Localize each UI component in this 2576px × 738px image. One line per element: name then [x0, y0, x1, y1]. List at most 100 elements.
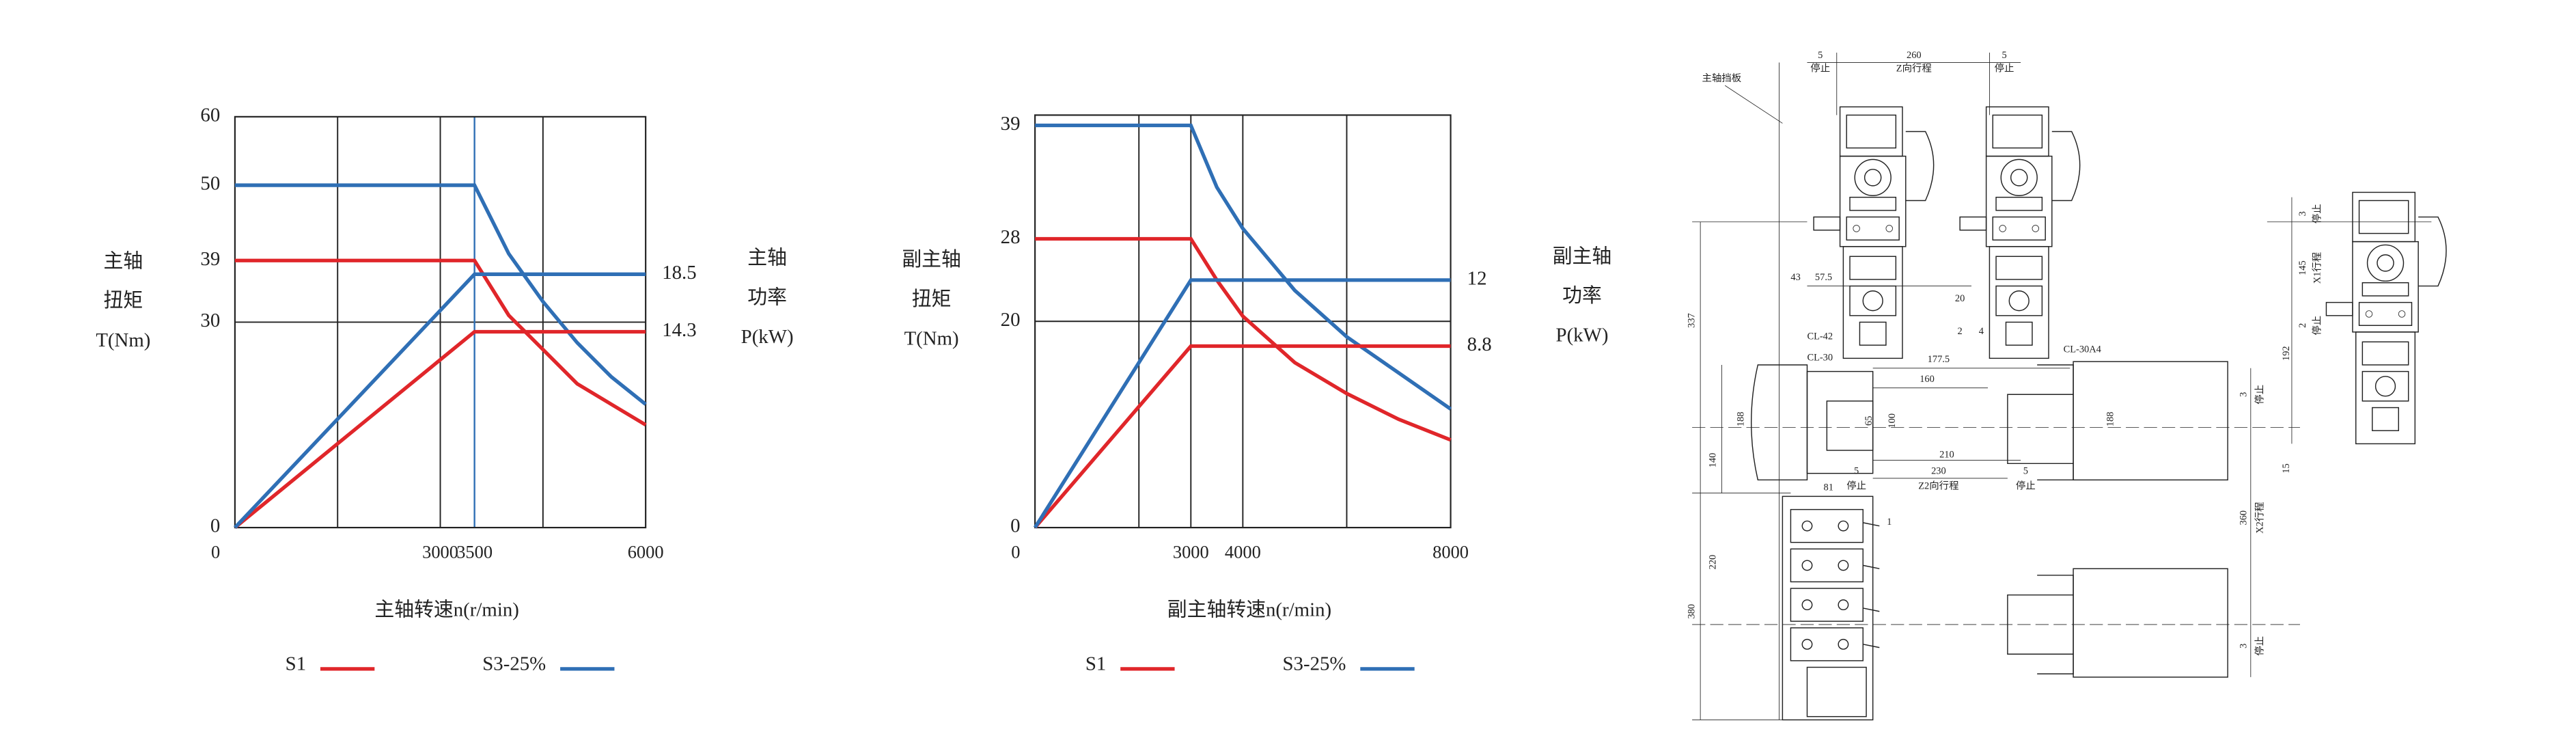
- drawing-label: 3: [2239, 644, 2249, 648]
- x-tick-label: 4000: [1225, 542, 1261, 562]
- y2-tick-label: 18.5: [662, 262, 696, 284]
- y2-axis-label: 主轴: [747, 247, 787, 269]
- y2-tick-label: 12: [1467, 268, 1487, 290]
- bolt: [1801, 520, 1813, 532]
- bolt: [1838, 520, 1849, 532]
- y2-tick-label: 8.8: [1467, 333, 1492, 355]
- drawing-label: 停止: [2312, 316, 2323, 336]
- y-axis-label: 扭矩: [912, 288, 952, 310]
- y-tick-label: 20: [1001, 309, 1021, 331]
- legend-label: S1: [1085, 653, 1106, 675]
- bolt: [1801, 599, 1813, 611]
- y-tick-label: 39: [200, 248, 220, 270]
- drawing-label: 1: [1887, 517, 1892, 528]
- plot-frame: [234, 115, 647, 529]
- drawing-label: 188: [1736, 412, 1747, 427]
- drawing-label: 192: [2281, 346, 2292, 361]
- sub-spindle: [2073, 361, 2228, 481]
- drawing-label: 15: [2281, 463, 2292, 473]
- series-line: [1035, 123, 1452, 411]
- legend-label: S3-25%: [1283, 653, 1346, 675]
- drawing-label: X1行程: [2312, 252, 2323, 284]
- drawing-label: 5: [1854, 466, 1859, 477]
- drawing-label: 43: [1790, 272, 1800, 283]
- drawing-label: 260: [1907, 50, 1922, 61]
- drawing-label: 81: [1824, 482, 1833, 493]
- drawing-label: 177.5: [1928, 354, 1950, 365]
- x-tick-label: 0: [1011, 542, 1020, 562]
- drawing-label: 230: [1931, 466, 1946, 477]
- drawing-labels: 主轴挡板 5 停止 260 Z向行程 5 停止 337 43 57.5 CL-4…: [1686, 50, 2323, 655]
- drawing-label: 5: [2023, 466, 2028, 477]
- drawing-label: 3: [2239, 392, 2249, 397]
- bolt: [1838, 638, 1849, 650]
- drawing-label: 5: [2002, 50, 2006, 61]
- drawing-label: 160: [1920, 374, 1935, 385]
- tools: [1863, 522, 1880, 648]
- plot-frame: [1034, 114, 1452, 529]
- x-tick-label: 3500: [456, 542, 493, 562]
- drawing-label: 145: [2297, 260, 2308, 275]
- drawing-label: 2: [1958, 326, 1963, 337]
- drawing-label: 210: [1939, 450, 1954, 461]
- drawing-label: 337: [1686, 313, 1697, 328]
- y-tick-label: 60: [200, 104, 220, 126]
- y-axis-label: T(Nm): [904, 328, 959, 350]
- x-axis-label: 主轴转速n(r/min): [374, 599, 519, 620]
- y2-axis-label: 功率: [747, 286, 787, 308]
- drawing-label: 停止: [2016, 480, 2036, 491]
- drawing-label: 2: [2297, 323, 2308, 328]
- x-tick-label: 6000: [628, 542, 664, 562]
- drawing-label: 主轴挡板: [1702, 72, 1742, 84]
- y-axis-label: 扭矩: [104, 290, 143, 312]
- tool-holder: [1790, 588, 1864, 622]
- drawing-label: CL-30: [1807, 353, 1833, 364]
- workpiece: [1826, 400, 1874, 451]
- legend-label: S1: [286, 653, 306, 675]
- y2-axis-label: P(kW): [1556, 325, 1609, 346]
- drawing-label: 5: [1818, 50, 1823, 61]
- bolt: [1838, 560, 1849, 571]
- x-axis-label: 副主轴转速n(r/min): [1167, 599, 1331, 620]
- drawing-label: 停止: [2312, 204, 2323, 223]
- x-tick-label: 3000: [422, 542, 458, 562]
- series-line: [234, 258, 647, 427]
- series-line: [233, 272, 646, 529]
- drawing-label: 3: [2297, 211, 2308, 216]
- bolt: [1801, 638, 1813, 650]
- drawing-label: 100: [1887, 413, 1898, 428]
- main-chuck: [1750, 364, 1808, 481]
- y-tick-label: 0: [210, 515, 220, 537]
- y2-axis-label: 功率: [1562, 285, 1602, 307]
- legend-label: S3-25%: [482, 653, 546, 675]
- sub-spindle: [2073, 568, 2228, 678]
- x-tick-label: 8000: [1432, 542, 1469, 562]
- drawing-label: 360: [2239, 510, 2249, 525]
- y-tick-label: 0: [1010, 515, 1020, 537]
- x-tick-label: 3000: [1173, 542, 1209, 562]
- x-tick-label: 0: [211, 542, 220, 562]
- bolt: [1801, 560, 1813, 571]
- y-axis-label: T(Nm): [96, 329, 150, 351]
- y-tick-label: 39: [1001, 113, 1021, 135]
- drawing-label: X2行程: [2254, 502, 2266, 533]
- y2-axis-label: 副主轴: [1553, 245, 1612, 267]
- series-line: [1034, 344, 1451, 529]
- drawing-label: 188: [2105, 412, 2116, 427]
- drawing-label: 380: [1686, 604, 1697, 619]
- series-line: [234, 329, 646, 530]
- y-axis-label: 主轴: [104, 251, 143, 273]
- drawing-label: Z2向行程: [1918, 480, 1958, 491]
- drawing-label: 65: [1864, 416, 1874, 426]
- y-axis-label: 副主轴: [902, 249, 961, 271]
- drawing-label: CL-30A4: [2064, 344, 2101, 355]
- series-line: [1035, 236, 1452, 442]
- drawing-label: 57.5: [1815, 272, 1832, 283]
- drawing-label: 4: [1979, 326, 1984, 337]
- drawing-label: 停止: [2254, 385, 2266, 405]
- drawing-label: 20: [1955, 293, 1965, 304]
- drawing-label: CL-42: [1807, 331, 1833, 342]
